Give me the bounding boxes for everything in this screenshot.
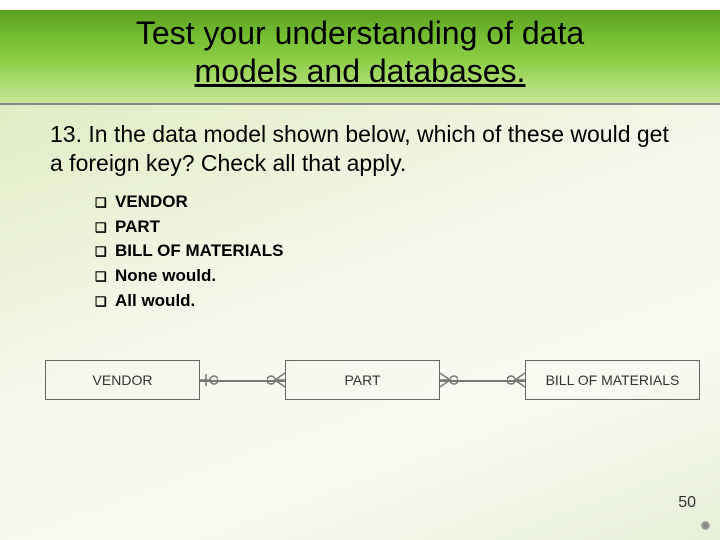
option-row[interactable]: ❑ BILL OF MATERIALS [95,239,283,264]
checkbox-icon: ❑ [95,219,109,238]
er-diagram: VENDOR PART BILL OF MATERIALS [45,360,700,408]
page-number: 50 [678,494,696,512]
option-row[interactable]: ❑ All would. [95,289,283,314]
checkbox-icon: ❑ [95,243,109,262]
option-row[interactable]: ❑ VENDOR [95,190,283,215]
answer-options: ❑ VENDOR ❑ PART ❑ BILL OF MATERIALS ❑ No… [95,190,283,313]
entity-label: PART [344,372,380,388]
option-row[interactable]: ❑ PART [95,215,283,240]
entity-label: BILL OF MATERIALS [546,372,680,388]
cardinality-many-optional-icon [440,368,458,392]
option-row[interactable]: ❑ None would. [95,264,283,289]
cardinality-many-optional-icon [507,368,525,392]
title-line-1: Test your understanding of data [136,15,584,51]
question-text: 13. In the data model shown below, which… [50,120,680,178]
option-label: PART [115,215,160,240]
entity-box: PART [285,360,440,400]
footer-logo-icon [701,521,710,530]
checkbox-icon: ❑ [95,194,109,213]
entity-box: BILL OF MATERIALS [525,360,700,400]
entity-label: VENDOR [93,372,153,388]
cardinality-one-optional-icon [200,368,218,392]
entity-box: VENDOR [45,360,200,400]
title-line-2: models and databases. [195,53,526,89]
checkbox-icon: ❑ [95,293,109,312]
option-label: VENDOR [115,190,188,215]
question-number: 13. [50,121,82,147]
option-label: None would. [115,264,216,289]
question-body: In the data model shown below, which of … [50,121,669,176]
slide-title: Test your understanding of data models a… [0,14,720,91]
header-top-stripe [0,0,720,10]
checkbox-icon: ❑ [95,268,109,287]
cardinality-many-optional-icon [267,368,285,392]
option-label: All would. [115,289,195,314]
option-label: BILL OF MATERIALS [115,239,283,264]
